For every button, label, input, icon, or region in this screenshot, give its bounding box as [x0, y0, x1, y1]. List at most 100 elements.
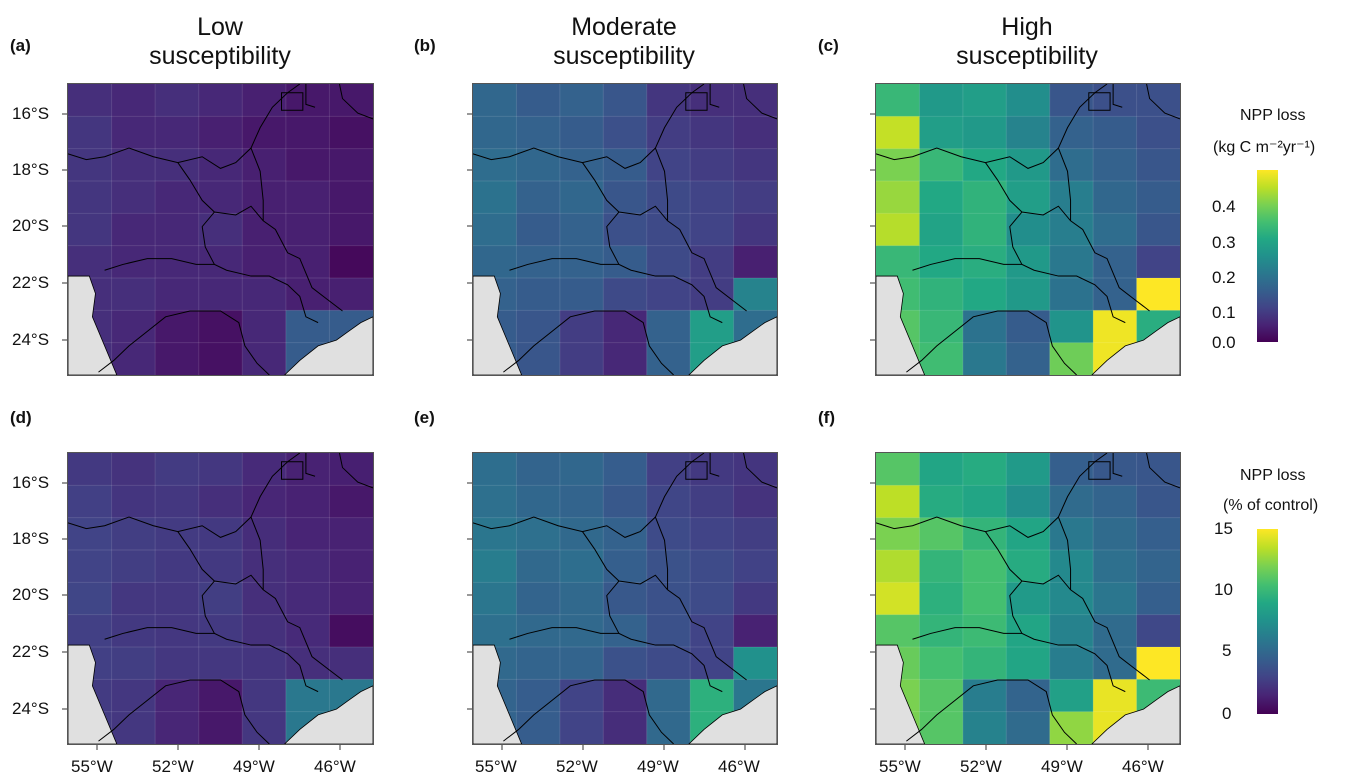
grid-cell: [68, 614, 113, 648]
colorbar-tick: 15: [1214, 519, 1233, 538]
grid-cell: [285, 278, 331, 311]
grid-cell: [242, 614, 287, 648]
federal-district-outline: [1088, 92, 1111, 111]
grid-cell: [1006, 310, 1051, 344]
grid-cell: [68, 148, 113, 182]
grid-cell: [1049, 148, 1094, 182]
outside-area: [68, 275, 118, 375]
grid-cell: [919, 181, 964, 214]
grid-cell: [1049, 245, 1094, 279]
grid-cell: [198, 647, 243, 680]
outside-area: [473, 275, 523, 375]
grid-cell: [690, 550, 735, 583]
panel-letter-f: (f): [818, 408, 835, 427]
grid-cell: [111, 582, 156, 616]
grid-cell: [559, 453, 604, 486]
state-border: [912, 627, 1126, 693]
grid-cell: [242, 116, 287, 150]
grid-cell: [690, 582, 735, 616]
grid-cell: [603, 614, 648, 648]
grid-cell: [603, 84, 648, 117]
grid-cell: [516, 342, 561, 375]
x-tick-label: 52°W: [960, 757, 1002, 776]
grid-cell: [876, 213, 921, 247]
grid-cell: [690, 181, 735, 214]
grid-cell: [242, 310, 287, 344]
state-border: [250, 516, 264, 590]
grid-cell: [68, 84, 113, 117]
grid-cell: [198, 711, 243, 744]
grid-cell: [690, 679, 735, 713]
grid-cell: [646, 245, 691, 279]
grid-cell: [962, 453, 1007, 486]
grid-cell: [516, 84, 561, 117]
grid-cell: [1136, 278, 1180, 311]
grid-cell: [111, 181, 156, 214]
grid-cell: [559, 84, 604, 117]
grid-cell: [1136, 148, 1180, 182]
state-border: [709, 453, 720, 477]
grid-cell: [603, 582, 648, 616]
grid-cell: [198, 278, 243, 311]
outside-area: [1091, 316, 1180, 375]
grid-cell: [111, 310, 156, 344]
grid-cell: [1093, 245, 1138, 279]
grid-cell: [1136, 245, 1180, 279]
colorbar-absolute-gradient: [1257, 170, 1278, 342]
grid-cell: [1093, 453, 1138, 486]
grid-cell: [1006, 342, 1051, 375]
column-title-moderate-line1: Moderate: [571, 13, 677, 41]
grid-cell: [198, 245, 243, 279]
grid-cell: [1093, 116, 1138, 150]
grid-cell: [962, 711, 1007, 744]
grid-cell: [155, 278, 200, 311]
grid-cell: [876, 148, 921, 182]
state-border: [305, 453, 316, 477]
grid-cell: [733, 582, 777, 616]
grid-cell: [559, 213, 604, 247]
grid-cell: [1093, 647, 1138, 680]
map-panel-c: [875, 83, 1181, 376]
grid-cell: [155, 485, 200, 519]
y-tick-label: 24°S: [12, 330, 50, 349]
grid-cell: [329, 278, 373, 311]
grid-cell: [1136, 84, 1180, 117]
state-border: [709, 84, 720, 108]
state-border: [1009, 211, 1023, 265]
grid-cell: [111, 116, 156, 150]
grid-cell: [285, 517, 331, 551]
state-border: [654, 516, 669, 590]
y-tick-label: 18°S: [12, 160, 50, 179]
column-title-high-line1: High: [1001, 13, 1053, 41]
grid-cell: [155, 453, 200, 486]
grid-cell: [876, 181, 921, 214]
grid-cell: [1049, 485, 1094, 519]
grid-cell: [329, 84, 373, 117]
grid-cell: [962, 213, 1007, 247]
grid-cell: [1136, 181, 1180, 214]
grid-cell: [690, 310, 735, 344]
grid-cell: [1006, 84, 1051, 117]
grid-cell: [68, 550, 113, 583]
grid-cell: [690, 647, 735, 680]
grid-cell: [962, 245, 1007, 279]
grid-cell: [1049, 181, 1094, 214]
grid-cell: [603, 485, 648, 519]
federal-district-outline: [281, 461, 304, 480]
grid-cell: [198, 550, 243, 583]
grid-cell: [962, 310, 1007, 344]
grid-cell: [198, 342, 243, 375]
grid-cell: [242, 679, 287, 713]
state-border: [876, 453, 1108, 538]
grid-cell: [559, 181, 604, 214]
grid-cell: [646, 148, 691, 182]
colorbar-percent-gradient: [1257, 529, 1278, 714]
grid-cell: [1006, 245, 1051, 279]
grid-cell: [876, 84, 921, 117]
grid-cell: [516, 582, 561, 616]
grid-cell: [1006, 213, 1051, 247]
column-title-high: High susceptibility: [877, 13, 1177, 71]
state-border: [338, 453, 373, 489]
state-border: [1057, 516, 1072, 590]
state-border: [906, 310, 1077, 375]
